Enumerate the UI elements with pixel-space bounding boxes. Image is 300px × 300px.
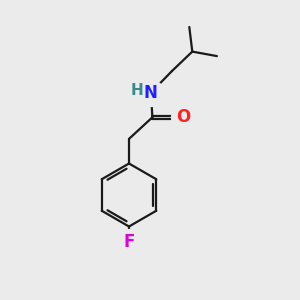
Text: N: N (144, 84, 158, 102)
Text: O: O (176, 108, 191, 126)
Text: H: H (130, 83, 143, 98)
Text: F: F (123, 233, 135, 251)
